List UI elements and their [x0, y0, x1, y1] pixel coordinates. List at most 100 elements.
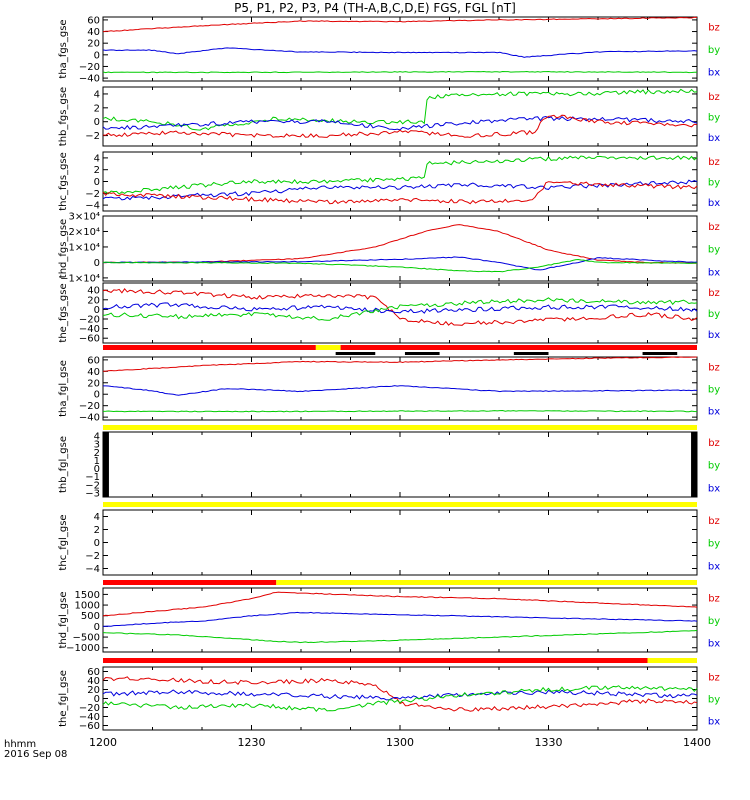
panel-thb_fgs_gse: thb_fgs_gse 4 2 0 −2 bz by bx — [58, 86, 720, 147]
y-tick-label: 40 — [87, 367, 100, 378]
legend-bz: bz — [708, 438, 720, 449]
y-tick-label: 0 — [94, 177, 100, 188]
y-tick-label: −40 — [79, 324, 100, 335]
status-bar-red — [103, 345, 316, 350]
y-tick-label: 0 — [94, 464, 100, 475]
y-tick-label: 60 — [87, 15, 100, 26]
x-tick-label: 1200 — [89, 736, 117, 749]
y-tick-label: −20 — [79, 62, 100, 73]
legend-bx: bx — [708, 638, 720, 649]
y-tick-label: 0 — [94, 258, 100, 269]
y-tick-label: −500 — [73, 633, 100, 644]
legend-bx: bx — [708, 67, 720, 78]
y-tick-label: 0 — [94, 694, 100, 705]
y-tick-label: −40 — [79, 74, 100, 85]
legend-bx: bx — [708, 198, 720, 209]
series-bz — [102, 676, 698, 712]
y-tick-label: 2 — [94, 525, 100, 536]
y-tick-label: 1000 — [75, 601, 100, 612]
y-tick-label: 40 — [87, 676, 100, 687]
series-bz — [102, 591, 698, 617]
legend-bz: bz — [708, 672, 720, 683]
legend-bx: bx — [708, 330, 720, 341]
legend-bz: bz — [708, 288, 720, 299]
y-tick-label: 20 — [87, 378, 100, 389]
y-tick-label: −20 — [79, 703, 100, 714]
y-axis-label: the_fgl_gse — [58, 670, 69, 727]
y-tick-label: 2 — [94, 448, 100, 459]
panel-frame — [102, 587, 698, 653]
time-axis-label: hhmm — [4, 739, 37, 750]
x-tick-label: 1230 — [238, 736, 266, 749]
data-gap-block — [691, 432, 697, 497]
series-by — [102, 155, 698, 195]
series-bx — [102, 689, 698, 701]
status-bar-yellow — [103, 502, 697, 507]
y-tick-label: −4 — [85, 201, 100, 212]
panel-frame — [102, 431, 698, 498]
y-axis-label: thd_fgl_gse — [58, 592, 69, 649]
y-tick-label: −60 — [79, 721, 100, 732]
y-tick-label: 60 — [87, 667, 100, 678]
y-tick-label: 500 — [81, 611, 100, 622]
series-by — [102, 258, 698, 273]
y-tick-label: 0 — [94, 622, 100, 633]
y-tick-label: 4 — [94, 432, 100, 443]
series-bz — [102, 224, 698, 264]
panel-frame — [102, 86, 698, 147]
y-tick-label: 20 — [87, 295, 100, 306]
x-tick-label: 1330 — [535, 736, 563, 749]
y-tick-label: −60 — [79, 334, 100, 345]
y-tick-label: −40 — [79, 413, 100, 424]
legend-bz: bz — [708, 594, 720, 605]
y-tick-label: 60 — [87, 355, 100, 366]
panel-frame — [102, 509, 698, 576]
panel-thc_fgs_gse: thc_fgs_gse 420−2−4 bz by bx — [58, 151, 720, 212]
legend-by: by — [708, 695, 720, 706]
status-bar-yellow — [103, 425, 697, 430]
legend-bz: bz — [708, 516, 720, 527]
legend-by: by — [708, 245, 720, 256]
legend-by: by — [708, 385, 720, 396]
legend-by: by — [708, 461, 720, 472]
legend-by: by — [708, 178, 720, 189]
series-by — [102, 685, 698, 712]
legend-bx: bx — [708, 133, 720, 144]
y-tick-label: 4 — [94, 89, 100, 100]
legend-bx: bx — [708, 267, 720, 278]
status-submark — [642, 352, 678, 355]
y-tick-label: 20 — [87, 39, 100, 50]
y-tick-label: 1 — [94, 456, 100, 467]
legend-by: by — [708, 539, 720, 550]
status-bar-red — [103, 580, 277, 585]
series-by — [102, 629, 698, 644]
y-axis-label: thb_fgl_gse — [58, 436, 69, 493]
y-tick-label: −20 — [79, 315, 100, 326]
y-tick-label: 40 — [87, 27, 100, 38]
y-tick-label: 3×10⁴ — [69, 212, 100, 223]
series-bx — [103, 385, 698, 396]
y-tick-label: 0 — [94, 305, 100, 316]
legend-bx: bx — [708, 407, 720, 418]
status-bar-red — [340, 345, 697, 350]
y-tick-label: 2×10⁴ — [69, 227, 100, 238]
y-tick-label: 3 — [94, 440, 100, 451]
legend-bz: bz — [708, 362, 720, 373]
series-by — [102, 88, 698, 131]
legend-by: by — [708, 45, 720, 56]
legend-by: by — [708, 616, 720, 627]
y-axis-label: thc_fgs_gse — [58, 152, 69, 211]
series-bz — [102, 16, 698, 33]
data-gap-block — [103, 432, 109, 497]
y-tick-label: −1000 — [66, 643, 100, 654]
y-axis-label: tha_fgs_gse — [58, 19, 69, 78]
legend-bx: bx — [708, 483, 720, 494]
legend-by: by — [708, 113, 720, 124]
y-tick-label: −4 — [85, 564, 100, 575]
status-bar-yellow — [276, 580, 697, 585]
series-bz — [102, 181, 698, 205]
series-bx — [102, 302, 698, 314]
legend-bz: bz — [708, 222, 720, 233]
y-axis-label: tha_fgl_gse — [58, 360, 69, 417]
